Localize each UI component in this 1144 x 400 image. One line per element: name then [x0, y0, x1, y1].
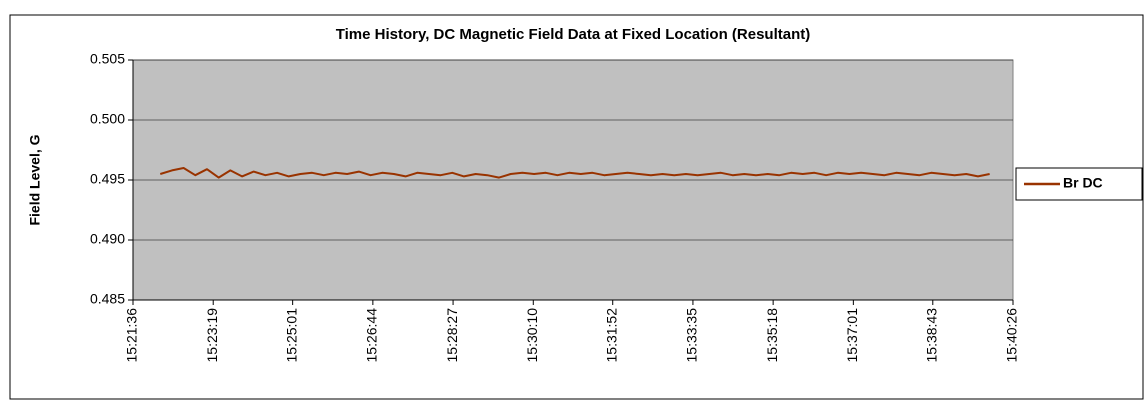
y-tick-label: 0.490 — [90, 231, 125, 247]
x-tick-label: 15:40:26 — [1004, 308, 1020, 363]
x-tick-label: 15:23:19 — [204, 308, 220, 363]
y-axis-label: Field Level, G — [27, 134, 43, 225]
x-tick-label: 15:21:36 — [124, 308, 140, 363]
x-tick-label: 15:31:52 — [603, 308, 619, 363]
x-tick-label: 15:25:01 — [283, 308, 299, 363]
chart-title: Time History, DC Magnetic Field Data at … — [336, 26, 811, 43]
series-line — [159, 167, 990, 179]
x-tick-label: 15:30:10 — [524, 308, 540, 363]
legend-box — [1015, 167, 1143, 201]
legend: Br DC — [1015, 167, 1143, 201]
x-tick-label: 15:28:27 — [444, 308, 460, 363]
x-tick-label: 15:37:01 — [844, 308, 860, 363]
y-tick-label: 0.500 — [90, 111, 125, 127]
y-tick-label: 0.485 — [90, 291, 125, 307]
x-tick-label: 15:33:35 — [684, 308, 700, 363]
legend-label: Br DC — [1063, 175, 1103, 191]
x-tick-label: 15:35:18 — [764, 308, 780, 363]
y-tick-label: 0.505 — [90, 51, 125, 67]
x-tick-label: 15:38:43 — [923, 308, 939, 363]
y-tick-label: 0.495 — [90, 171, 125, 187]
x-tick-label: 15:26:44 — [364, 308, 380, 363]
